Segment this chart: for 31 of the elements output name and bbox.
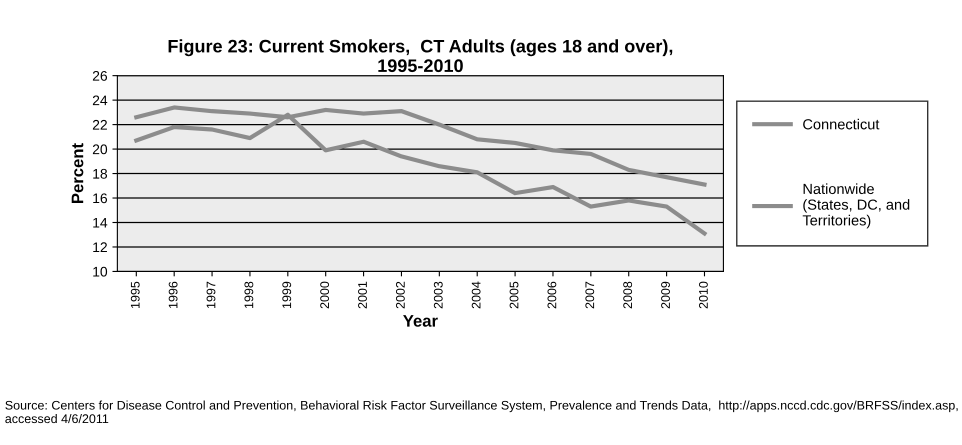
source-note: Source: Centers for Disease Control and Prevention, Behavioral Risk Factor Surveillance System, Prevalence and Trends Data, http://apps.nccd.cdc.gov/BRFSS/index.asp, accessed 4/6/2011: [5, 400, 958, 424]
x-tick-label: 1998: [244, 282, 254, 308]
y-tick-label: 16: [93, 193, 108, 204]
x-tick-label: 1999: [282, 282, 292, 308]
y-tick-label: 22: [92, 120, 107, 130]
x-tick-label: 2004: [472, 282, 481, 308]
x-tick-label: 1997: [206, 282, 216, 308]
x-tick-label: 1995: [130, 282, 140, 308]
y-tick-label: 18: [93, 168, 108, 179]
x-tick-label: 2009: [661, 282, 670, 308]
x-tick-label: 2001: [358, 282, 367, 308]
y-tick-label: 10: [93, 266, 108, 277]
x-tick-label: 2007: [585, 282, 594, 308]
legend-label: Nationwide (States, DC, and Territories): [802, 183, 910, 228]
x-tick-label: 2008: [623, 282, 632, 308]
y-tick-label: 26: [92, 70, 108, 81]
legend-label: Connecticut: [803, 118, 880, 130]
x-tick-label: 2006: [547, 282, 556, 308]
y-tick-label: 20: [92, 144, 108, 154]
x-tick-label: 1996: [168, 282, 178, 308]
x-tick-label: 2010: [698, 282, 708, 308]
y-tick-label: 14: [93, 218, 108, 228]
x-tick-label: 2005: [510, 282, 518, 308]
chart-title: Figure 23: Current Smokers, CT Adults (ages 18 and over), 1995-2010: [168, 39, 672, 72]
y-tick-label: 24: [92, 95, 108, 106]
x-axis-title: Year: [403, 315, 438, 327]
y-axis-title: Percent: [72, 143, 84, 204]
y-tick-label: 12: [93, 242, 107, 252]
x-tick-label: 2003: [434, 282, 443, 308]
x-tick-label: 2000: [320, 282, 330, 308]
x-tick-label: 2002: [396, 282, 405, 308]
